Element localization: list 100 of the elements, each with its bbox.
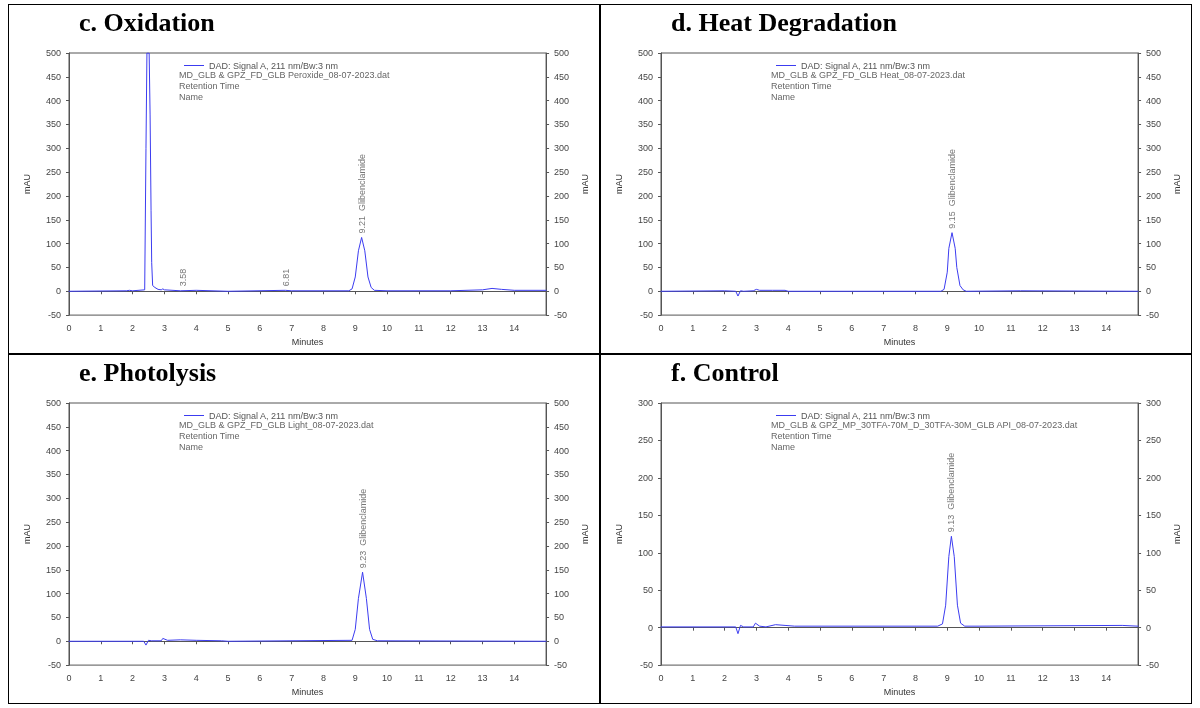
y-tick-label: 200 [637,472,653,483]
x-tick-label: 7 [289,322,295,333]
x-tick-label: 1 [690,672,696,683]
y2-tick-label: 250 [554,517,570,528]
x-tick-label: 10 [382,672,393,683]
y2-tick-label: 300 [554,143,570,154]
y2-tick-label: -50 [1146,310,1160,321]
x-tick-label: 5 [817,672,823,683]
x-tick-label: 9 [944,672,950,683]
y2-tick-label: 150 [554,564,570,575]
x-tick-label: 12 [1037,322,1048,333]
y-tick-label: 350 [45,469,61,480]
y2-tick-label: 250 [1146,167,1162,178]
annotation: Retention Time [179,430,240,441]
x-tick-label: 14 [509,322,520,333]
y-tick-label: 400 [637,95,653,106]
x-tick-label: 11 [1006,322,1016,333]
x-tick-label: 14 [509,672,520,683]
x-tick-label: 5 [225,672,231,683]
x-tick-label: 2 [130,322,136,333]
x-tick-label: 14 [1101,672,1112,683]
y-tick-label: 300 [45,143,61,154]
x-tick-label: 9 [944,322,950,333]
y2-tick-label: 250 [1146,435,1162,446]
annotation: Retention Time [179,80,240,91]
x-tick-label: 2 [722,322,728,333]
y-axis-title: mAU [613,174,624,195]
chart-title: d. Heat Degradation [670,7,899,39]
y2-tick-label: 100 [1146,238,1162,249]
annotation: 3.58 [177,268,188,287]
line-series [68,571,547,646]
y2-tick-label: 200 [1146,472,1162,483]
y-tick-label: 200 [637,190,653,201]
y2-tick-label: 350 [554,119,570,130]
x-tick-label: 7 [881,672,887,683]
x-tick-label: 12 [445,672,456,683]
x-tick-label: 13 [477,672,488,683]
annotation: MD_GLB & GPZ_FD_GLB Heat_08-07-2023.dat [771,69,966,80]
y2-tick-label: 300 [554,493,570,504]
y-tick-label: 500 [637,48,653,58]
x-tick-label: 11 [414,322,424,333]
x-tick-label: 3 [753,672,759,683]
y-tick-label: 0 [647,286,653,297]
x-tick-label: 1 [98,322,104,333]
x-tick-label: 2 [722,672,728,683]
y2-tick-label: 500 [1146,48,1162,58]
x-tick-label: 4 [785,672,791,683]
x-tick-label: 7 [881,322,887,333]
x-tick-label: 0 [658,672,664,683]
x-tick-label: 10 [974,322,985,333]
y-tick-label: 200 [45,540,61,551]
x-tick-label: 11 [414,672,424,683]
y2-tick-label: 200 [554,190,570,201]
y2-tick-label: -50 [1146,660,1160,671]
annotation: 9.15 Glibenclamide [947,149,958,229]
legend-label: DAD: Signal A, 211 nm/Bw:3 nm [209,410,338,421]
y2-tick-label: 200 [1146,190,1162,201]
y2-tick-label: 50 [554,262,565,273]
annotation: 9.13 Glibenclamide [946,452,957,533]
x-tick-label: 5 [817,322,823,333]
y-axis-title: mAU [613,524,624,545]
y-tick-label: 0 [55,286,61,297]
y2-tick-label: 400 [554,445,570,456]
y2-tick-label: 150 [1146,214,1162,225]
y2-tick-label: 450 [554,421,570,432]
y2-tick-label: 450 [1146,71,1162,82]
y2-axis-title: mAU [1171,524,1182,545]
y2-tick-label: 50 [1146,262,1157,273]
y-tick-label: 350 [637,119,653,130]
y2-tick-label: 50 [1146,585,1157,596]
y-tick-label: 450 [45,421,61,432]
annotation: Retention Time [771,430,832,441]
y-tick-label: 0 [647,622,653,633]
chart-title: e. Photolysis [78,357,218,389]
y-tick-label: 250 [637,167,653,178]
y2-tick-label: 300 [1146,398,1162,408]
y2-tick-label: 0 [1146,622,1152,633]
y-axis-title: mAU [21,524,32,545]
y2-tick-label: 0 [554,636,560,647]
annotation: Name [179,91,204,102]
x-tick-label: 3 [161,322,167,333]
x-tick-label: 4 [785,322,791,333]
y-tick-label: 450 [45,71,61,82]
y2-axis-title: mAU [1171,174,1182,195]
y-tick-label: 500 [45,398,61,408]
y-tick-label: 150 [45,214,61,225]
x-tick-label: 9 [352,322,358,333]
y-tick-label: 250 [45,167,61,178]
legend-label: DAD: Signal A, 211 nm/Bw:3 nm [801,60,930,71]
x-tick-label: 13 [1069,322,1080,333]
x-tick-label: 0 [658,322,664,333]
y-tick-label: -50 [639,660,653,671]
y-tick-label: 100 [45,238,61,249]
x-tick-label: 10 [974,672,985,683]
x-tick-label: 9 [352,672,358,683]
y2-tick-label: 500 [554,48,570,58]
x-axis-title: Minutes [883,686,916,697]
x-tick-label: 8 [320,672,326,683]
x-tick-label: 12 [445,322,456,333]
y2-tick-label: 200 [554,540,570,551]
